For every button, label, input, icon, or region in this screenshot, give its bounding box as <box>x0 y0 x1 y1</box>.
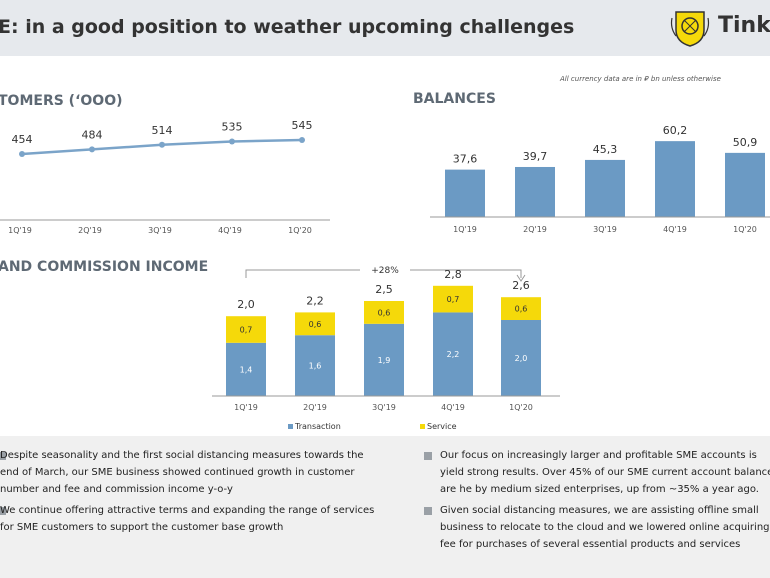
fee-x-tick: 1Q'19 <box>234 403 258 412</box>
logo-text: Tinko <box>718 13 770 38</box>
balances-value-label: 50,9 <box>733 136 758 149</box>
service-value-label: 0,7 <box>240 326 253 335</box>
transaction-value-label: 2,0 <box>515 354 528 363</box>
service-bar <box>295 312 335 336</box>
balances-bar <box>655 141 695 217</box>
bullet-marker <box>424 507 432 515</box>
growth-arrow-icon <box>516 274 526 282</box>
balances-x-tick: 3Q'19 <box>593 225 617 234</box>
bullet-marker <box>424 452 432 460</box>
transaction-value-label: 1,4 <box>240 365 253 374</box>
total-value-label: 2,6 <box>512 279 530 292</box>
balances-value-label: 60,2 <box>663 124 688 137</box>
service-bar <box>226 316 266 343</box>
customers-value-label: 535 <box>222 121 243 134</box>
growth-label: +28% <box>371 266 399 276</box>
legend-service-label: Service <box>427 422 457 431</box>
customers-point <box>299 137 305 143</box>
bullet-left-1: Despite seasonality and the first social… <box>0 450 364 495</box>
title-bar: E: in a good position to weather upcomin… <box>0 0 770 56</box>
total-value-label: 2,2 <box>306 294 324 307</box>
customers-x-tick: 1Q'19 <box>8 226 32 235</box>
service-value-label: 0,6 <box>378 308 391 317</box>
growth-label-bg <box>360 263 410 277</box>
transaction-bar <box>295 335 335 396</box>
fee-income-chart: +28% 1,4 0,7 2,0 1Q'19 1,6 0,6 2,2 2Q'19 1,9 0,6 2,… <box>212 263 560 431</box>
balances-bar <box>585 159 625 217</box>
customers-x-tick: 3Q'19 <box>148 226 172 235</box>
service-bar <box>501 297 541 320</box>
bullets-panel: Despite seasonality and the first social… <box>0 436 770 578</box>
customers-point <box>159 141 165 148</box>
balances-x-tick: 1Q'19 <box>453 225 477 234</box>
balances-value-label: 37,6 <box>453 153 478 166</box>
customers-value-label: 514 <box>152 124 173 137</box>
balances-x-tick: 4Q'19 <box>663 225 687 234</box>
transaction-value-label: 1,6 <box>309 362 322 371</box>
transaction-bar <box>364 323 404 396</box>
bullet-left-2: We continue offering attractive terms an… <box>0 505 375 533</box>
balances-bar <box>725 152 765 217</box>
legend-service-swatch <box>420 424 425 429</box>
balances-bar <box>445 169 485 217</box>
customers-x-tick: 2Q'19 <box>78 226 102 235</box>
balances-chart: 37,6 1Q'19 39,7 2Q'19 45,3 3Q'19 60,2 4Q'19 50,9… <box>430 124 770 234</box>
customers-x-tick: 1Q'20 <box>288 226 312 235</box>
service-value-label: 0,7 <box>447 295 460 304</box>
currency-note: All currency data are in ₽ bn unless oth… <box>560 75 721 83</box>
service-value-label: 0,6 <box>515 305 528 314</box>
transaction-bar <box>501 320 541 396</box>
customers-point <box>19 151 25 157</box>
legend-transaction-swatch <box>288 424 293 429</box>
balances-bar <box>515 166 555 217</box>
transaction-bar <box>226 342 266 396</box>
balances-title: BALANCES <box>413 91 496 107</box>
balances-x-tick: 2Q'19 <box>523 225 547 234</box>
customers-value-label: 484 <box>82 128 103 141</box>
total-value-label: 2,0 <box>237 298 255 311</box>
legend-transaction-label: Transaction <box>294 422 341 431</box>
fee-income-title: AND COMMISSION INCOME <box>0 259 209 275</box>
customers-x-tick: 4Q'19 <box>218 226 242 235</box>
transaction-value-label: 1,9 <box>378 356 391 365</box>
fee-x-tick: 1Q'20 <box>509 403 533 412</box>
transaction-value-label: 2,2 <box>447 350 460 359</box>
bullet-right-1: Our focus on increasingly larger and pro… <box>440 450 770 495</box>
bullet-right-2: Given social distancing measures, we are… <box>440 505 770 550</box>
bullet-marker <box>0 452 6 460</box>
balances-value-label: 39,7 <box>523 150 548 163</box>
page-title: E: in a good position to weather upcomin… <box>0 16 575 38</box>
balances-value-label: 45,3 <box>593 143 618 156</box>
fee-x-tick: 2Q'19 <box>303 403 327 412</box>
bullet-marker <box>0 507 6 515</box>
shield-crest-icon <box>670 11 710 47</box>
customers-point <box>89 146 95 153</box>
balances-x-tick: 1Q'20 <box>733 225 757 234</box>
fee-x-tick: 4Q'19 <box>441 403 465 412</box>
total-value-label: 2,5 <box>375 283 393 296</box>
service-bar <box>433 285 473 313</box>
customers-value-label: 454 <box>12 133 33 146</box>
transaction-bar <box>433 312 473 396</box>
total-value-label: 2,8 <box>444 268 462 281</box>
customers-point <box>229 138 235 145</box>
customers-chart: 454 1Q'19 484 2Q'19 514 3Q'19 535 4Q'19 545 1Q'20 <box>0 119 330 235</box>
customers-title: TOMERS (‘OOO) <box>0 93 123 109</box>
service-value-label: 0,6 <box>309 320 322 329</box>
customers-value-label: 545 <box>292 119 313 132</box>
fee-x-tick: 3Q'19 <box>372 403 396 412</box>
service-bar <box>364 301 404 324</box>
